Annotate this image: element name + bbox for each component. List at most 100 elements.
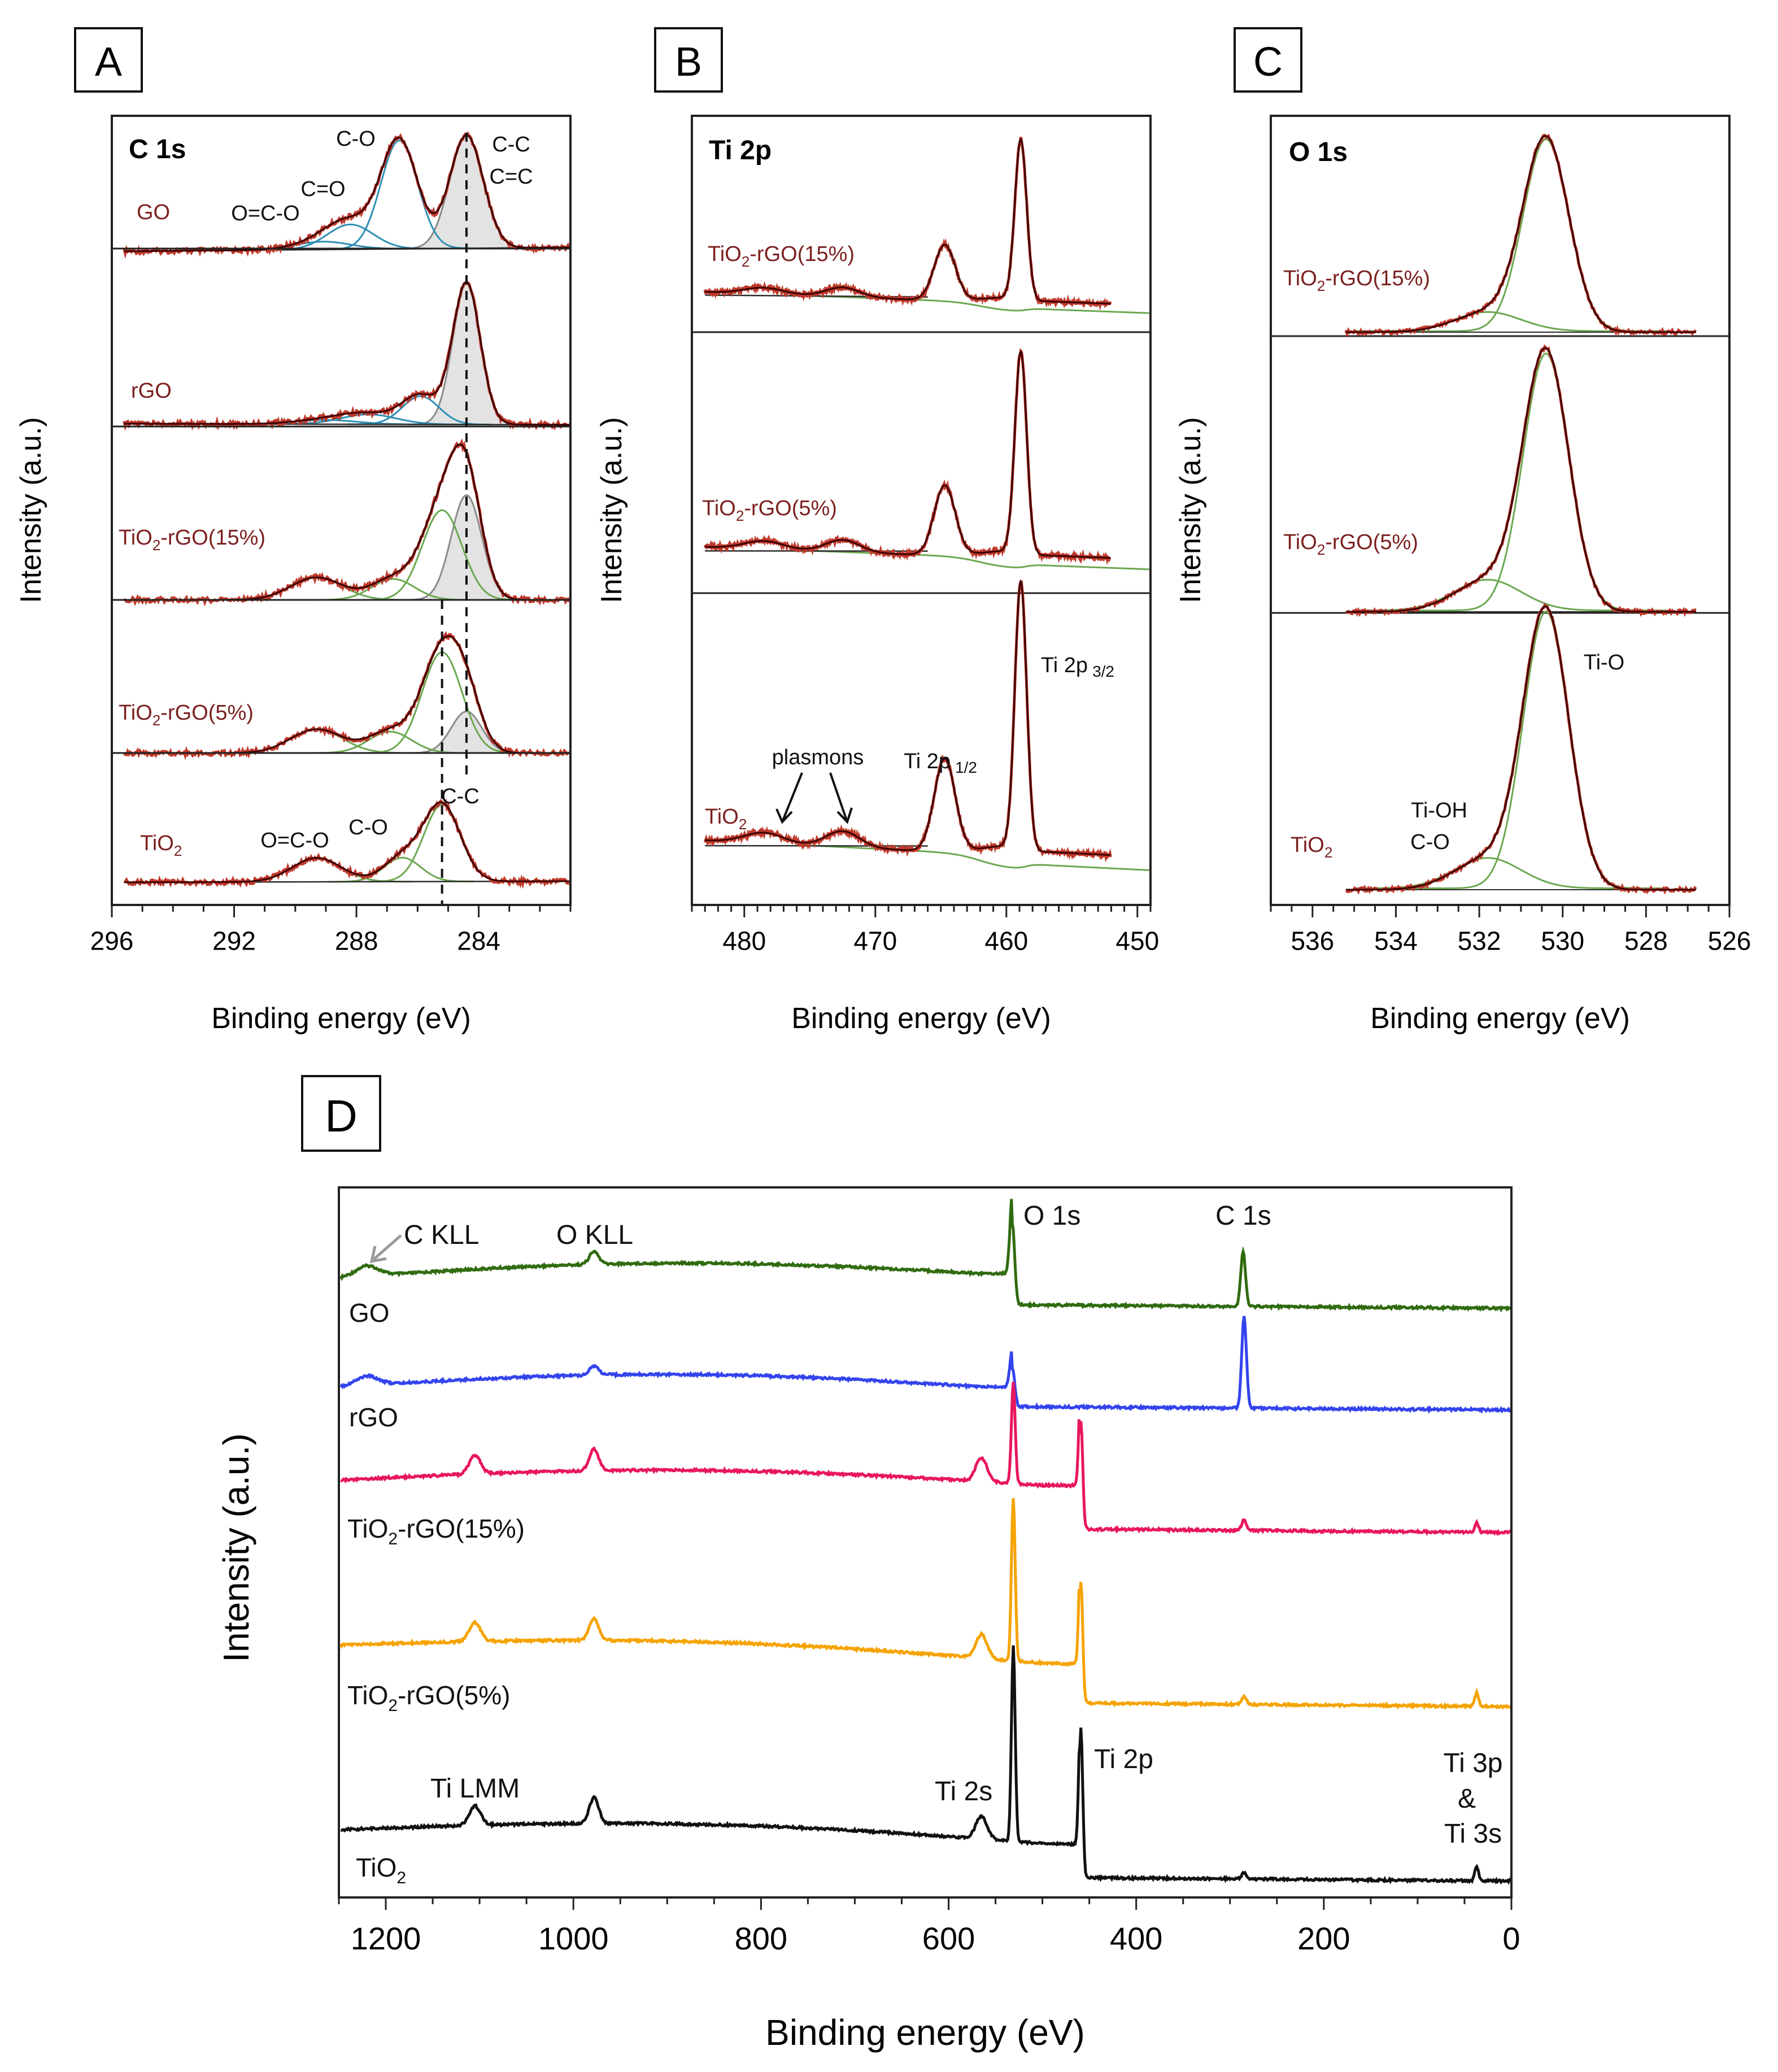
d-tick-label: 1200 bbox=[351, 1921, 421, 1956]
panel-b-xlabel: Binding energy (eV) bbox=[791, 1002, 1051, 1035]
svg-text:B: B bbox=[675, 40, 702, 85]
a-label-tio2-rgo5: TiO2-rGO(5%) bbox=[119, 701, 254, 729]
c-tick-label: 534 bbox=[1374, 926, 1418, 956]
annotation-ti3p: Ti 3p bbox=[1444, 1748, 1503, 1778]
annotation-tio2-o-c-o: O=C-O bbox=[260, 829, 329, 852]
a-tick-label: 284 bbox=[457, 926, 500, 956]
a-label-go: GO bbox=[137, 201, 170, 224]
survey-trace bbox=[339, 1498, 1512, 1710]
panel-label-d: D bbox=[301, 1075, 381, 1152]
annotation-plasmons: plasmons bbox=[772, 746, 864, 769]
panel-b-ti2p: 480 470 460 450 Ti 2p Intensity (a.u.) Bind… bbox=[595, 115, 1159, 1035]
d-label-go: GO bbox=[349, 1298, 390, 1327]
panel-label-a: A bbox=[74, 27, 143, 93]
fit-envelope bbox=[124, 134, 569, 253]
c-label-tio2: TiO2 bbox=[1291, 833, 1332, 861]
panel-label-b: B bbox=[654, 27, 723, 93]
fit-envelope bbox=[1345, 347, 1696, 613]
fit-envelope bbox=[1345, 135, 1696, 333]
panel-label-c: C bbox=[1234, 27, 1302, 93]
svg-text:D: D bbox=[325, 1091, 358, 1141]
d-tick-label: 1000 bbox=[538, 1921, 609, 1956]
d-label-tio2-rgo15: TiO2-rGO(15%) bbox=[347, 1514, 525, 1548]
c-tick-label: 530 bbox=[1541, 926, 1584, 956]
c-tick-label: 532 bbox=[1458, 926, 1501, 956]
component-peak-c-c-tio2- bbox=[362, 509, 520, 601]
annotation-ti-oh: Ti-OH bbox=[1411, 799, 1467, 822]
b-tick-label: 460 bbox=[984, 926, 1028, 956]
annotation-c-o: C-O bbox=[336, 127, 376, 151]
shirley-background bbox=[796, 294, 1149, 314]
panel-c-ylabel: Intensity (a.u.) bbox=[1174, 417, 1207, 603]
fit-envelope bbox=[705, 350, 1111, 559]
d-tick-label: 600 bbox=[922, 1921, 975, 1956]
svg-text:A: A bbox=[95, 40, 122, 85]
c-tick-label: 528 bbox=[1624, 926, 1668, 956]
d-tick-label: 0 bbox=[1502, 1921, 1520, 1956]
panel-c-title: O 1s bbox=[1289, 137, 1348, 167]
a-tick-label: 288 bbox=[335, 926, 378, 956]
panel-c-o1s: 536 534 532 530 528 526 O 1s Intensity (a.u.)… bbox=[1174, 115, 1751, 1035]
svg-text:C: C bbox=[1253, 40, 1283, 85]
annotation-c-double-c: C=C bbox=[489, 165, 533, 189]
annotation-ti2p: Ti 2p bbox=[1094, 1744, 1153, 1774]
annotation-c-kll: C KLL bbox=[404, 1220, 479, 1250]
fit-envelope bbox=[705, 137, 1111, 305]
c-tick-label: 526 bbox=[1708, 926, 1751, 956]
annotation-ti-o: Ti-O bbox=[1584, 651, 1624, 674]
panel-b-ylabel: Intensity (a.u.) bbox=[595, 417, 628, 603]
fit-envelope bbox=[124, 801, 569, 883]
annotation-ampersand: & bbox=[1458, 1784, 1476, 1814]
annotation-ti-lmm: Ti LMM bbox=[430, 1774, 520, 1804]
b-label-tio2-rgo5: TiO2-rGO(5%) bbox=[702, 497, 837, 524]
panel-a-title: C 1s bbox=[129, 134, 186, 164]
fit-envelope bbox=[124, 281, 569, 426]
c-label-tio2-rgo15: TiO2-rGO(15%) bbox=[1283, 267, 1430, 294]
annotation-c1s: C 1s bbox=[1215, 1201, 1271, 1231]
a-label-rgo: rGO bbox=[131, 379, 172, 403]
survey-trace bbox=[341, 1645, 1512, 1885]
plasmon-arrows bbox=[775, 772, 853, 824]
shirley-background bbox=[796, 844, 1149, 871]
b-tick-label: 450 bbox=[1115, 926, 1159, 956]
fit-envelope bbox=[705, 579, 1111, 856]
annotation-ti2s: Ti 2s bbox=[935, 1777, 992, 1807]
d-tick-label: 400 bbox=[1110, 1921, 1162, 1956]
d-label-rgo: rGO bbox=[349, 1403, 398, 1432]
survey-trace bbox=[339, 1316, 1512, 1414]
cc-component-fill bbox=[399, 135, 533, 249]
panel-d-ylabel: Intensity (a.u.) bbox=[216, 1433, 256, 1662]
cc-component-fill bbox=[405, 711, 526, 753]
a-label-tio2-rgo15: TiO2-rGO(15%) bbox=[119, 526, 265, 554]
annotation-o-c-o: O=C-O bbox=[231, 202, 299, 225]
annotation-tio2-c-o: C-O bbox=[348, 816, 388, 839]
survey-trace bbox=[339, 1199, 1511, 1313]
cc-component-fill bbox=[411, 283, 520, 425]
panel-a-ylabel: Intensity (a.u.) bbox=[15, 417, 47, 603]
annotation-ti3s: Ti 3s bbox=[1444, 1819, 1502, 1849]
panel-b-frame bbox=[691, 115, 1152, 906]
panel-c-xlabel: Binding energy (eV) bbox=[1370, 1002, 1630, 1035]
b-tick-label: 470 bbox=[853, 926, 897, 956]
panel-d-frame bbox=[338, 1186, 1513, 1899]
annotation-c-double-o: C=O bbox=[300, 177, 345, 201]
annotation-c-o-oxygen: C-O bbox=[1410, 830, 1450, 854]
annotation-ti2p32: Ti 2p 3/2 bbox=[1041, 654, 1114, 680]
d-tick-label: 800 bbox=[735, 1921, 787, 1956]
a-label-tio2: TiO2 bbox=[140, 832, 182, 859]
panel-a-xlabel: Binding energy (eV) bbox=[211, 1002, 471, 1035]
annotation-c-c: C-C bbox=[492, 133, 530, 156]
annotation-o1s: O 1s bbox=[1023, 1201, 1080, 1231]
d-label-tio2: TiO2 bbox=[356, 1853, 406, 1887]
panel-a-c1s: 296 292 288 284 C 1s Intensity (a.u.) Bindi… bbox=[15, 115, 572, 1035]
c-kll-arrow bbox=[369, 1234, 402, 1264]
d-label-tio2-rgo5: TiO2-rGO(5%) bbox=[347, 1681, 510, 1715]
annotation-ti2p12: Ti 2p 1/2 bbox=[904, 750, 977, 776]
panel-b-title: Ti 2p bbox=[709, 136, 772, 166]
b-label-tio2-rgo15: TiO2-rGO(15%) bbox=[708, 242, 855, 270]
d-tick-label: 200 bbox=[1297, 1921, 1350, 1956]
panel-d-survey: 1200 1000 800 600 400 200 0 Intensity (a.u.) B… bbox=[216, 1186, 1520, 2053]
annotation-tio2-c-c: C-C bbox=[441, 785, 480, 808]
b-tick-label: 480 bbox=[722, 926, 766, 956]
